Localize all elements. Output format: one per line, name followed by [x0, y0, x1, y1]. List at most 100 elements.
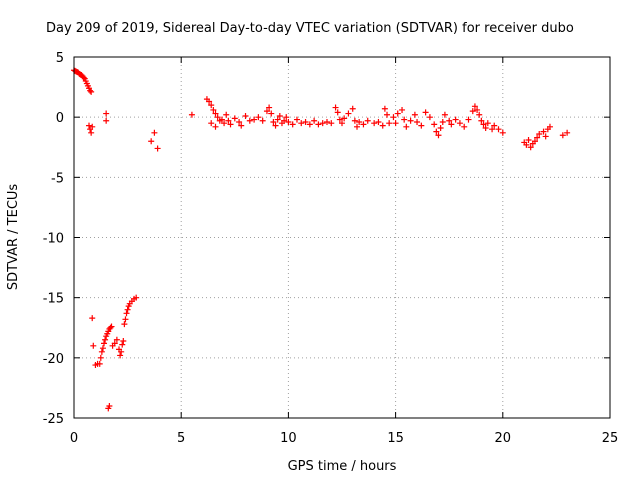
data-point	[534, 134, 541, 141]
data-point	[302, 118, 309, 125]
data-point	[341, 115, 348, 122]
data-point	[441, 111, 448, 118]
data-point	[263, 108, 270, 115]
data-point	[188, 111, 195, 118]
chart-title: Day 209 of 2019, Sidereal Day-to-day VTE…	[46, 21, 574, 36]
data-point	[148, 138, 155, 145]
data-point	[435, 132, 442, 139]
data-point	[285, 118, 292, 125]
data-point	[96, 360, 103, 367]
data-point	[452, 116, 459, 123]
data-point	[151, 129, 158, 136]
data-point	[242, 112, 249, 119]
data-point	[476, 111, 483, 118]
data-point	[272, 122, 279, 129]
data-point	[433, 128, 440, 135]
data-point	[448, 121, 455, 128]
data-point	[431, 121, 438, 128]
data-point	[212, 123, 219, 130]
data-point	[88, 129, 95, 136]
data-point	[281, 117, 288, 124]
data-point	[122, 316, 129, 323]
data-point	[107, 324, 114, 331]
data-point	[471, 103, 478, 110]
data-point	[98, 348, 105, 355]
data-point	[401, 116, 408, 123]
x-tick-label: 0	[70, 431, 78, 446]
y-tick-label: -15	[43, 292, 64, 307]
x-tick-label: 10	[280, 431, 297, 446]
data-point	[384, 111, 391, 118]
data-point	[231, 115, 238, 122]
data-point	[360, 121, 367, 128]
data-point	[394, 110, 401, 117]
data-point	[106, 402, 113, 409]
data-point	[386, 120, 393, 127]
data-point	[351, 117, 358, 124]
data-point	[319, 120, 326, 127]
data-point	[218, 116, 225, 123]
data-point	[133, 294, 140, 301]
data-point	[103, 110, 110, 117]
data-point	[118, 348, 125, 355]
data-point	[536, 131, 543, 138]
data-point	[474, 106, 481, 113]
data-point	[208, 120, 215, 127]
data-point	[390, 114, 397, 121]
data-point	[422, 109, 429, 116]
y-tick-label: 0	[56, 111, 64, 126]
data-point	[426, 114, 433, 121]
data-point	[525, 137, 532, 144]
data-point	[523, 141, 530, 148]
data-point	[418, 122, 425, 129]
data-point	[212, 110, 219, 117]
data-point	[564, 129, 571, 136]
data-point	[113, 336, 120, 343]
data-point	[227, 121, 234, 128]
data-point	[540, 128, 547, 135]
data-point	[102, 336, 109, 343]
data-point	[124, 306, 131, 313]
data-point	[221, 120, 228, 127]
data-point	[339, 120, 345, 127]
data-point	[276, 112, 283, 119]
data-point	[328, 120, 335, 127]
data-point	[542, 133, 549, 140]
data-point	[119, 341, 126, 348]
data-point	[121, 321, 128, 328]
data-point	[559, 132, 566, 139]
data-point	[274, 116, 281, 123]
data-point	[111, 340, 118, 347]
data-point	[478, 117, 485, 124]
data-point	[90, 342, 97, 349]
data-point	[154, 145, 161, 152]
data-point	[469, 108, 476, 115]
tick-layer: 0 5 10 15 20 25 -25 -20 -15 -10 -5 0 5	[43, 51, 619, 446]
data-point	[117, 352, 124, 359]
data-point	[546, 123, 553, 130]
data-point	[306, 121, 313, 128]
data-point	[407, 117, 414, 124]
x-tick-label: 15	[387, 431, 404, 446]
y-axis-label: SDTVAR / TECUs	[6, 184, 21, 291]
data-point	[103, 117, 110, 124]
plot-frame	[73, 56, 611, 419]
y-tick-label: -20	[43, 352, 64, 367]
data-point	[332, 104, 339, 111]
data-point	[480, 121, 487, 128]
data-point	[97, 354, 104, 361]
data-point	[527, 144, 534, 151]
data-point	[206, 98, 213, 105]
data-point	[270, 118, 277, 125]
data-point	[456, 120, 463, 127]
x-axis-label: GPS time / hours	[288, 459, 397, 474]
data-point	[99, 345, 106, 352]
data-point	[88, 88, 95, 95]
x-tick-label: 5	[177, 431, 185, 446]
data-point	[214, 114, 221, 121]
data-point	[399, 106, 406, 113]
data-point	[356, 118, 363, 125]
data-point	[236, 118, 243, 125]
data-point	[439, 118, 446, 125]
